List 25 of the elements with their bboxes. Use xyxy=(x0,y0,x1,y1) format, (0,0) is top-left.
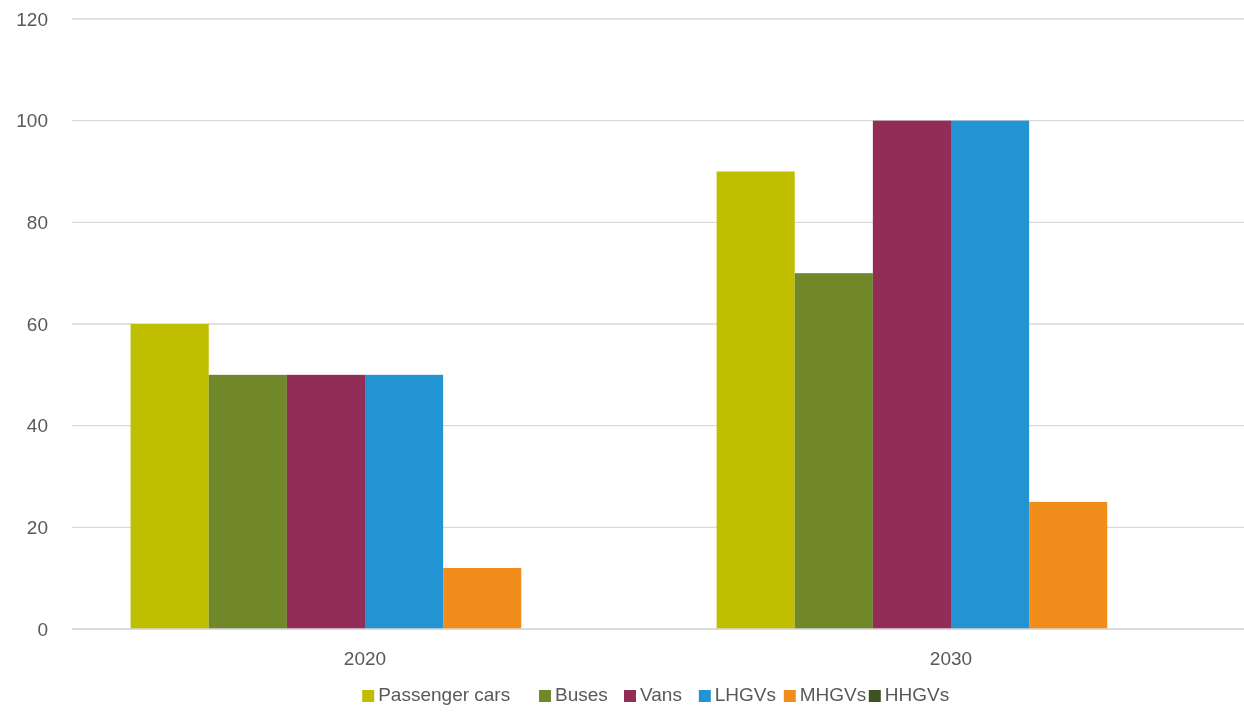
bar xyxy=(794,273,873,629)
bar xyxy=(872,120,951,629)
legend-label: Vans xyxy=(640,684,682,705)
legend-label: HHGVs xyxy=(884,684,950,705)
y-tick-label: 100 xyxy=(16,110,48,132)
x-tick-label: 2020 xyxy=(343,648,387,669)
y-tick-label: 20 xyxy=(26,516,48,538)
y-tick-label: 0 xyxy=(37,618,48,640)
bar xyxy=(286,374,365,629)
legend-label: Buses xyxy=(555,684,608,705)
y-tick-label: 120 xyxy=(16,8,48,30)
bar xyxy=(208,374,287,629)
bar xyxy=(130,324,209,629)
bar xyxy=(1029,501,1108,629)
y-tick-label: 80 xyxy=(26,211,48,233)
bar xyxy=(716,171,795,629)
legend-label: LHGVs xyxy=(714,684,777,705)
bar xyxy=(951,120,1030,629)
bar xyxy=(443,568,522,629)
legend-label: Passenger cars xyxy=(378,684,511,705)
legend-label: MHGVs xyxy=(799,684,867,705)
y-tick-label: 40 xyxy=(26,415,48,437)
x-tick-label: 2030 xyxy=(929,648,973,669)
y-tick-label: 60 xyxy=(26,313,48,335)
bar xyxy=(365,374,444,629)
